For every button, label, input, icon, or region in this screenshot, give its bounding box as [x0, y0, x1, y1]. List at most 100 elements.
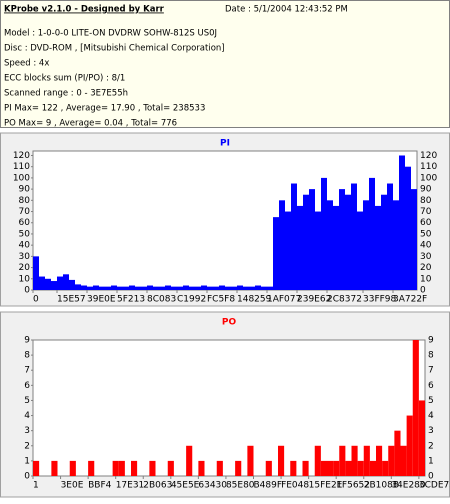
bar [279, 200, 285, 290]
x-tick-label: 148259 [237, 295, 272, 305]
info-line: PO Max= 9 , Average= 0.04 , Total= 776 [4, 119, 177, 129]
bar [267, 286, 273, 290]
bar [149, 460, 156, 476]
bar [235, 460, 242, 476]
y-tick-label: 0 [24, 472, 30, 482]
bar [99, 286, 105, 290]
y-tick-label: 0 [24, 286, 30, 296]
bar [369, 177, 375, 290]
x-tick-label: 3E0E [61, 481, 84, 491]
bar [327, 460, 334, 476]
info-line: Scanned range : 0 - 3E7E55h [4, 89, 128, 99]
bar [51, 460, 58, 476]
bar [357, 211, 363, 290]
bar [117, 286, 123, 290]
bar [88, 460, 95, 476]
info-lines: Model : 1-0-0-0 LITE-ON DVDRW SOHW-812S … [4, 29, 225, 129]
bar [302, 460, 309, 476]
x-tick-label: 15FE2E [309, 481, 343, 491]
y-tick-label: 2 [24, 441, 30, 451]
bar [400, 445, 407, 476]
info-line: Model : 1-0-0-0 LITE-ON DVDRW SOHW-812S … [4, 29, 217, 39]
bar [63, 274, 69, 290]
bar [213, 286, 219, 290]
bar [285, 211, 291, 290]
y-tick-label: 5 [24, 396, 30, 406]
bar [243, 286, 249, 290]
info-line: PI Max= 122 , Average= 17.90 , Total= 23… [4, 104, 205, 114]
y2-tick-label: 30 [420, 252, 432, 262]
bar [33, 256, 39, 290]
x-tick-label: 45E5E [171, 481, 200, 491]
bar [171, 286, 177, 290]
info-line: Disc : DVD-ROM , [Mitsubishi Chemical Co… [4, 44, 225, 54]
bar [278, 445, 285, 476]
bar [333, 205, 339, 290]
y-tick-label: 6 [24, 381, 30, 391]
bar [339, 189, 345, 290]
bar [123, 286, 129, 290]
y2-tick-label: 90 [420, 185, 432, 195]
y2-tick-label: 4 [428, 411, 434, 421]
x-tick-label: 8C083 [147, 295, 176, 305]
y2-tick-label: 60 [420, 218, 432, 228]
bar [147, 285, 153, 290]
y-tick-label: 70 [19, 207, 31, 217]
x-tick-label: 5F213 [117, 295, 145, 305]
bar [69, 460, 76, 476]
bar [273, 217, 279, 290]
y2-tick-label: 6 [428, 381, 434, 391]
y2-tick-label: 8 [428, 351, 434, 361]
bar [363, 445, 370, 476]
y2-tick-label: 9 [428, 336, 434, 346]
bar [207, 286, 213, 290]
info-panel [0, 0, 450, 128]
bar [167, 460, 174, 476]
x-tick-label: 2B063 [143, 481, 172, 491]
y2-tick-label: 110 [420, 162, 437, 172]
y2-tick-label: 120 [420, 151, 437, 161]
x-tick-label: C1992 [177, 295, 206, 305]
bar [327, 200, 333, 290]
bar [388, 445, 395, 476]
bar [81, 285, 87, 290]
y-tick-label: 8 [24, 351, 30, 361]
scan-date: Date : 5/1/2004 12:43:52 PM [225, 5, 348, 15]
bar [339, 445, 346, 476]
bar [249, 286, 255, 290]
bar [393, 200, 399, 290]
bar [165, 285, 171, 290]
x-tick-label: 33FF98 [363, 295, 397, 305]
bar [111, 285, 117, 290]
bar [345, 460, 352, 476]
bar [394, 430, 401, 476]
bar [309, 189, 315, 290]
bar [216, 460, 223, 476]
y2-tick-label: 100 [420, 173, 437, 183]
bar [387, 183, 393, 290]
y2-tick-label: 70 [420, 207, 432, 217]
bar [265, 460, 272, 476]
y2-tick-label: 1 [428, 456, 434, 466]
bar [118, 460, 125, 476]
y2-tick-label: 10 [420, 274, 432, 284]
bar [112, 460, 119, 476]
bar [303, 194, 309, 290]
bar [51, 281, 57, 290]
x-tick-label: 63430 [198, 481, 227, 491]
y2-tick-label: 2 [428, 441, 434, 451]
y-tick-label: 80 [19, 196, 31, 206]
bar [375, 205, 381, 290]
x-tick-label: 85E80 [226, 481, 255, 491]
y2-tick-label: 80 [420, 196, 432, 206]
x-tick-label: 1 [33, 481, 39, 491]
x-tick-label: FC5F8 [207, 295, 235, 305]
bar [381, 194, 387, 290]
y-tick-label: 3 [24, 426, 30, 436]
chart-title: PO [222, 318, 237, 328]
x-tick-label: FE048 [281, 481, 309, 491]
bar [411, 189, 417, 290]
y-tick-label: 9 [24, 336, 30, 346]
y-tick-label: 20 [19, 263, 31, 273]
bar [219, 285, 225, 290]
